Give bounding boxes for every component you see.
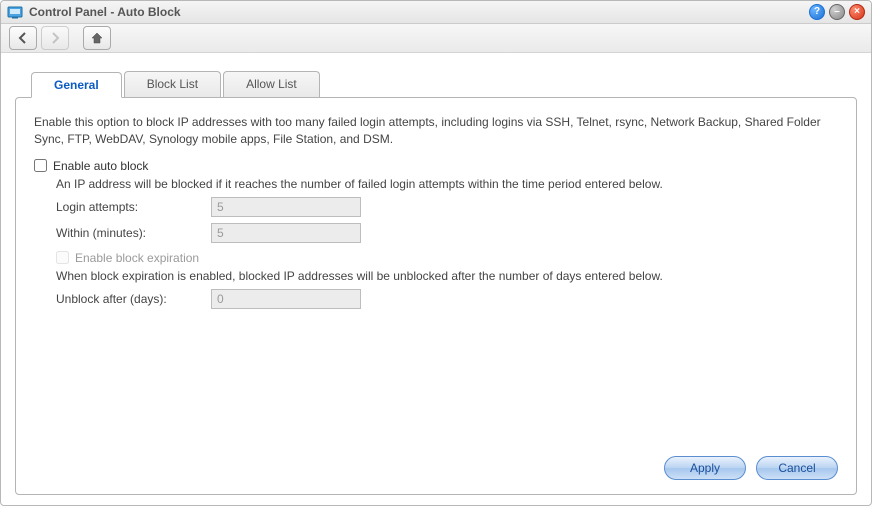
- within-input[interactable]: [211, 223, 361, 243]
- home-icon: [91, 32, 103, 44]
- nav-toolbar: [1, 24, 871, 53]
- help-button[interactable]: ?: [809, 4, 825, 20]
- back-button[interactable]: [9, 26, 37, 50]
- unblock-input[interactable]: [211, 289, 361, 309]
- forward-button[interactable]: [41, 26, 69, 50]
- blocked-note: An IP address will be blocked if it reac…: [56, 177, 838, 191]
- cancel-button[interactable]: Cancel: [756, 456, 838, 480]
- description-text: Enable this option to block IP addresses…: [34, 114, 838, 149]
- app-icon: [7, 4, 23, 20]
- enable-auto-block-label: Enable auto block: [53, 159, 148, 173]
- enable-expiration-label: Enable block expiration: [75, 251, 199, 265]
- button-row: Apply Cancel: [664, 456, 838, 480]
- minimize-button[interactable]: –: [829, 4, 845, 20]
- tab-allow-list[interactable]: Allow List: [223, 71, 320, 97]
- home-button[interactable]: [83, 26, 111, 50]
- enable-expiration-checkbox[interactable]: [56, 251, 69, 264]
- window-title: Control Panel - Auto Block: [29, 5, 809, 19]
- tab-general[interactable]: General: [31, 72, 122, 98]
- unblock-row: Unblock after (days):: [56, 289, 838, 309]
- tab-block-list[interactable]: Block List: [124, 71, 221, 97]
- arrow-left-icon: [17, 32, 29, 44]
- window-buttons: ? – ×: [809, 4, 865, 20]
- expiration-note: When block expiration is enabled, blocke…: [56, 269, 838, 283]
- enable-auto-block-row: Enable auto block: [34, 159, 838, 173]
- within-label: Within (minutes):: [56, 226, 211, 240]
- login-attempts-label: Login attempts:: [56, 200, 211, 214]
- apply-button[interactable]: Apply: [664, 456, 746, 480]
- titlebar: Control Panel - Auto Block ? – ×: [1, 1, 871, 24]
- content-area: General Block List Allow List Enable thi…: [1, 53, 871, 505]
- unblock-label: Unblock after (days):: [56, 292, 211, 306]
- window: Control Panel - Auto Block ? – × General…: [0, 0, 872, 506]
- login-attempts-input[interactable]: [211, 197, 361, 217]
- within-row: Within (minutes):: [56, 223, 838, 243]
- tab-strip: General Block List Allow List: [31, 71, 857, 97]
- close-button[interactable]: ×: [849, 4, 865, 20]
- enable-auto-block-checkbox[interactable]: [34, 159, 47, 172]
- arrow-right-icon: [49, 32, 61, 44]
- tab-panel: Enable this option to block IP addresses…: [15, 97, 857, 495]
- enable-expiration-row: Enable block expiration: [56, 251, 838, 265]
- login-attempts-row: Login attempts:: [56, 197, 838, 217]
